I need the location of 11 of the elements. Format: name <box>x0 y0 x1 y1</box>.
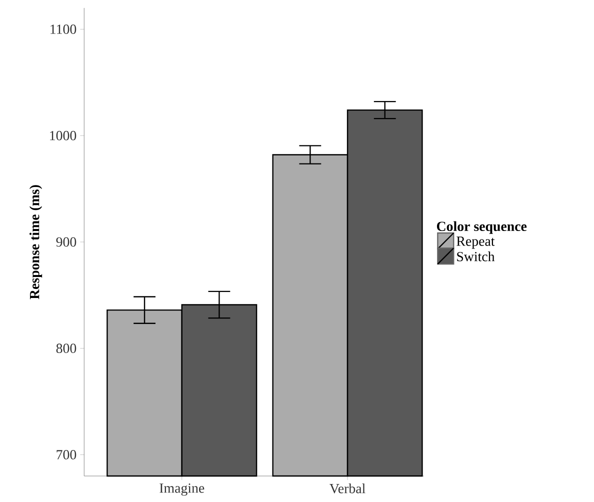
y-tick-label: 700 <box>56 450 76 460</box>
y-tick-label: 1000 <box>50 130 76 140</box>
y-tick-label: 1100 <box>50 24 76 34</box>
x-tick-label: Imagine <box>160 484 204 496</box>
legend-title: Color sequence <box>436 221 527 234</box>
legend-label: Switch <box>457 252 495 262</box>
y-tick-label: 800 <box>56 344 76 354</box>
y-axis-title: Response time (ms) <box>29 185 42 300</box>
y-tick-label: 900 <box>56 237 76 247</box>
legend-label: Repeat <box>456 236 495 249</box>
x-tick-label: Verbal <box>330 484 366 494</box>
